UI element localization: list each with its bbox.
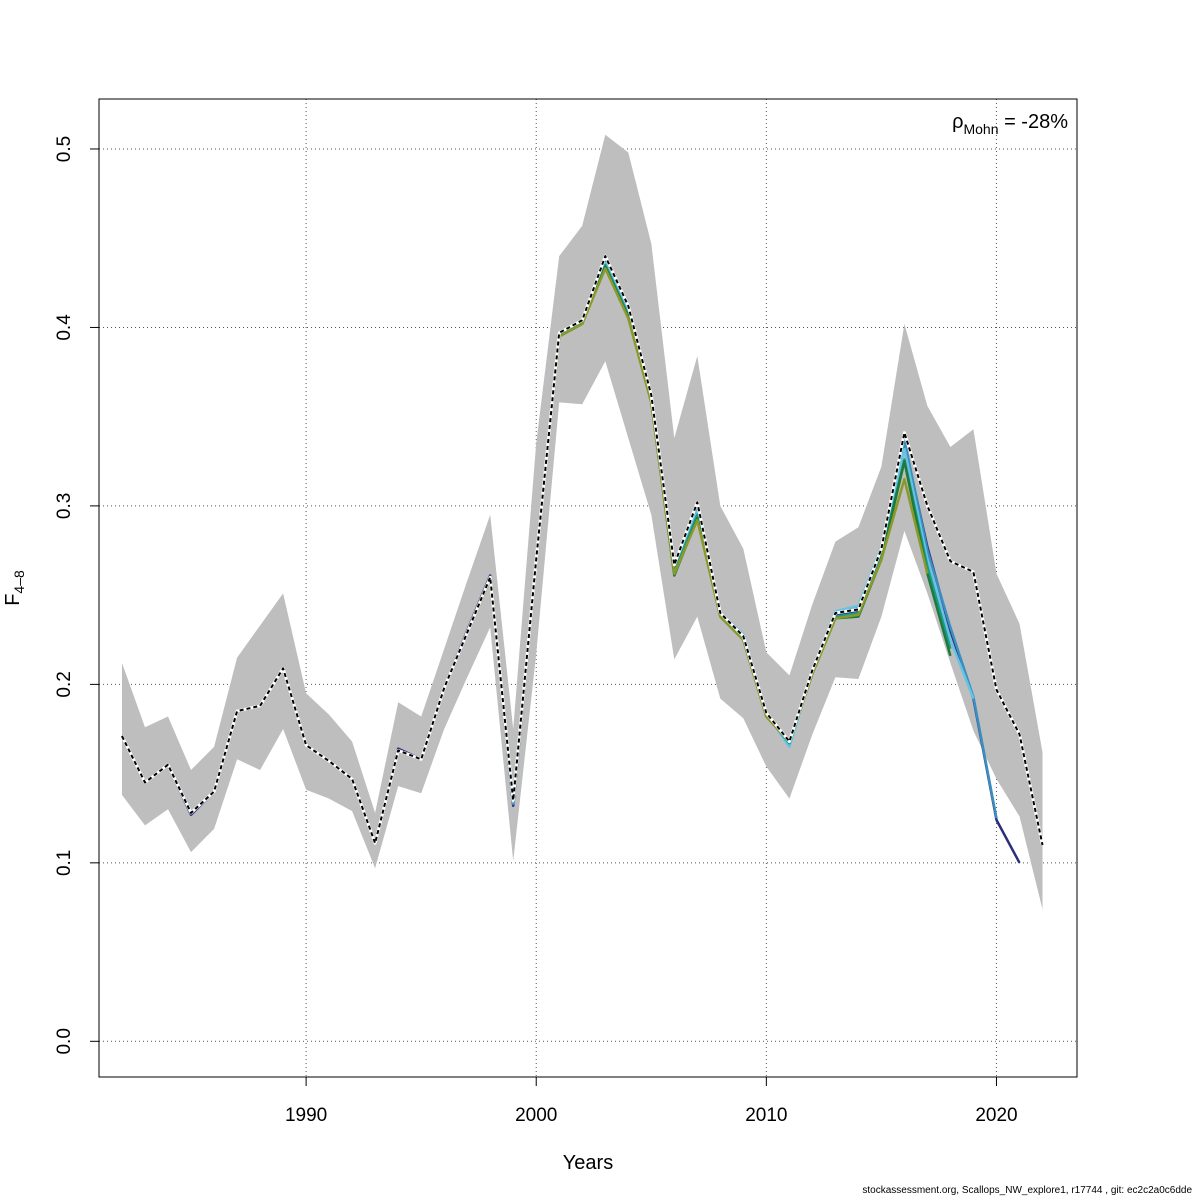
y-tick-label: 0.1 (54, 850, 75, 876)
y-tick-label: 0.0 (54, 1028, 75, 1054)
y-tick-label: 0.4 (54, 314, 75, 341)
x-tick-label: 2010 (745, 1105, 787, 1126)
mohn-rho-symbol: ρ (952, 111, 963, 133)
mohn-rho-value: = -28% (999, 111, 1069, 133)
x-axis: 1990 2000 2010 2020 (285, 1077, 1018, 1126)
confidence-band (122, 134, 1043, 910)
plot-frame (98, 98, 1078, 1078)
series-layer (120, 254, 1044, 864)
footer-note: stockassessment.org, Scallops_NW_explore… (862, 1185, 1192, 1196)
x-tick-label: 2020 (975, 1105, 1017, 1126)
y-tick-label: 0.3 (54, 493, 75, 519)
x-axis-title: Years (563, 1152, 613, 1174)
x-tick-label: 1990 (285, 1105, 327, 1126)
y-axis: 0.0 0.1 0.2 0.3 0.4 0.5 (54, 136, 99, 1055)
series-line-final-dashed (121, 255, 1044, 846)
mohn-rho-annotation: ρMohn = -28% (952, 111, 1068, 137)
y-axis-title-sub: 4–8 (11, 570, 27, 594)
confidence-band-layer (122, 134, 1043, 910)
y-axis-title-main: F (2, 594, 24, 606)
mohn-rho-subscript: Mohn (963, 121, 998, 137)
y-tick-label: 0.2 (54, 671, 75, 697)
x-tick-label: 2000 (515, 1105, 557, 1126)
y-tick-label: 0.5 (54, 136, 75, 162)
y-axis-title: F4–8 (2, 570, 27, 606)
